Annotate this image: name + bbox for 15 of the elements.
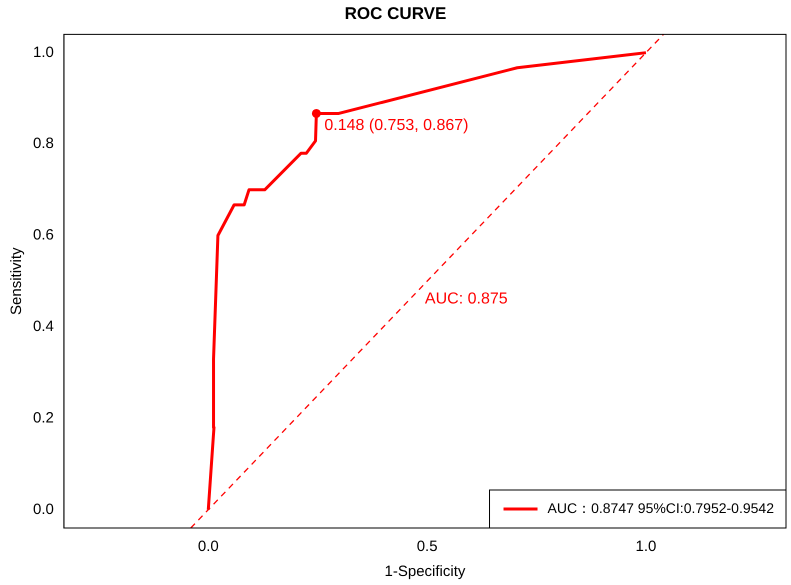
x-tick-label: 1.0 [636, 538, 656, 556]
y-tick-label: 0.6 [32, 226, 54, 244]
x-axis-title: 1-Specificity [384, 563, 466, 580]
chart-title: ROC CURVE [344, 4, 446, 23]
y-tick-label: 0.2 [32, 409, 54, 426]
x-tick-label: 0.0 [198, 538, 219, 556]
legend-label: AUC：0.8747 95%CI:0.7952-0.9542 [548, 500, 774, 516]
annotation: AUC: 0.875 [424, 290, 508, 308]
y-tick-label: 1.0 [32, 44, 54, 61]
annotation: 0.148 (0.753, 0.867) [324, 116, 468, 134]
y-axis-title: Sensitivity [8, 246, 26, 315]
y-tick-label: 0.0 [32, 500, 54, 518]
y-tick-label: 0.4 [32, 318, 54, 336]
y-tick-label: 0.8 [32, 135, 54, 152]
x-tick-label: 0.5 [416, 538, 438, 556]
